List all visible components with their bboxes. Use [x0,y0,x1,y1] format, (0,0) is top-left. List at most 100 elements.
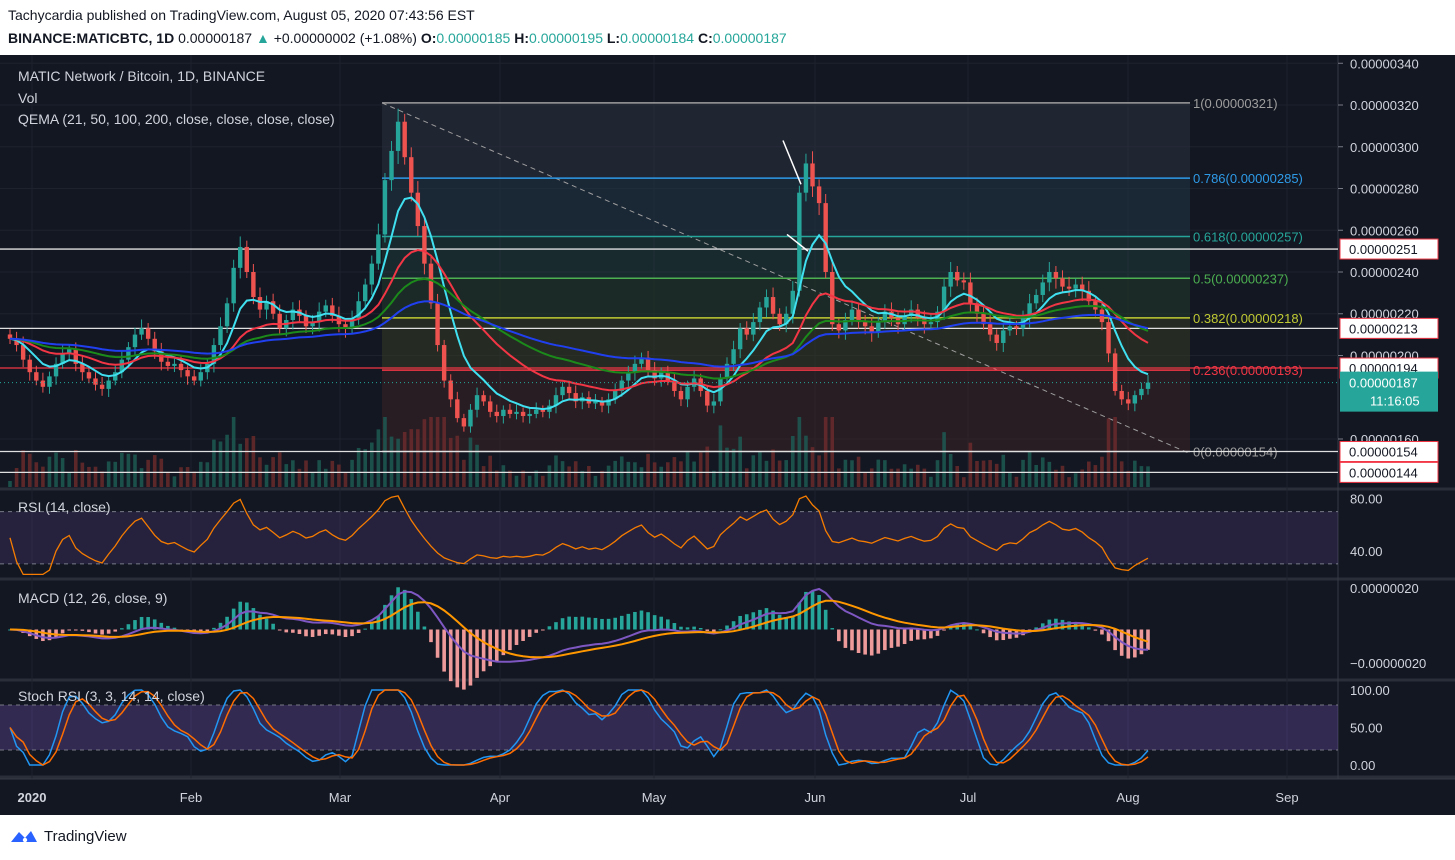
candle-body [303,315,309,327]
volume-bar [896,468,900,487]
candle-body [816,186,822,204]
macd-histogram-bar [902,629,907,645]
macd-histogram-bar [672,623,677,630]
signal-line [9,599,1149,659]
open-value: 0.00000185 [436,30,511,46]
candle-body [777,313,782,325]
candle-body [481,395,486,402]
chart-container[interactable]: 1(0.00000321) 0.786(0.00000285) 0.618(0.00… [0,55,1455,815]
volume-bar [560,461,565,487]
rsi-axis-label: 80.00 [1350,492,1383,507]
macd-histogram-bar [146,617,150,630]
volume-bar [619,456,624,487]
macd-histogram-bar [1146,629,1150,650]
macd-histogram-bar [1086,627,1091,630]
candle-body [1145,382,1151,389]
candle-body [606,399,611,406]
macd-histogram-bar [975,629,979,631]
macd-histogram-bar [47,629,52,641]
volume-bar [264,464,269,487]
macd-histogram-bar [580,616,585,630]
candle-body [132,334,138,348]
ma-line-2 [9,248,1149,392]
volume-bar [804,435,808,487]
macd-histogram-bar [784,617,789,630]
macd-histogram-bar [389,595,394,630]
price-tag-label: 0.00000144 [1349,465,1418,480]
macd-histogram-bar [73,629,78,631]
volume-bar [955,466,960,487]
price-tag-label: 0.00000213 [1349,321,1418,336]
price-axis-label: 0.00000240 [1350,265,1419,280]
volume-bar [1001,454,1006,487]
volume-bar [1093,465,1098,487]
candle-body [441,345,447,381]
volume-bar [251,436,256,487]
macd-histogram-bar [646,612,650,630]
volume-bar [869,468,874,487]
price-tag-box [1339,317,1439,339]
macd-histogram-bar [54,629,58,638]
candle-body [113,372,118,381]
macd-histogram-bar [1060,619,1065,630]
candle-body [1126,399,1131,404]
macd-histogram-bar [679,626,683,630]
volume-bar [850,460,854,487]
candle-body [849,309,855,321]
candle-body [363,284,368,302]
volume-bar [192,471,196,487]
macd-histogram-bar [692,626,696,630]
macd-histogram-bar [843,629,848,648]
candle-body [1086,290,1091,302]
fib-level-label: 1(0.00000321) [1193,96,1278,111]
volume-bar [1034,465,1038,487]
volume-bar [718,425,723,487]
volume-bar [356,447,361,487]
candle-body [461,418,467,427]
macd-histogram-bar [639,610,644,630]
candle-body [211,345,217,364]
pane-title-rsi: RSI (14, close) [18,499,111,515]
candle-body [409,157,414,193]
time-axis-label: Mar [329,790,352,805]
volume-bar [810,447,815,487]
volume-bar [1067,477,1071,487]
candle-body [474,395,480,410]
fib-level-label: 0.786(0.00000285) [1193,171,1303,186]
chart-svg[interactable]: 1(0.00000321) 0.786(0.00000285) 0.618(0.00… [0,55,1455,815]
candle-body [290,309,296,321]
candle-body [540,409,546,412]
volume-bar [330,460,335,487]
candle-body [652,370,657,379]
price-change: +0.00000002 (+1.08%) [273,30,417,46]
volume-bar [337,464,341,487]
price-tag-label: 0.00000251 [1349,242,1418,257]
volume-bar [593,475,598,487]
volume-bar [475,444,479,487]
up-triangle-icon: ▲ [255,30,270,46]
price-axis-label: 0.00000260 [1350,223,1419,238]
volume-bar [317,460,321,487]
fib-level-label: 0.236(0.00000193) [1193,363,1303,378]
macd-histogram-bar [606,618,611,630]
rsi-line [9,495,1149,576]
macd-histogram-bar [935,629,940,636]
volume-bar [514,475,519,487]
candle-body [1053,272,1059,279]
candle-body [981,313,986,325]
macd-histogram-bar [310,629,315,637]
macd-histogram-bar [251,608,256,630]
volume-bar [106,461,111,487]
candle-body [251,272,256,298]
candle-body [751,322,756,335]
volume-bar [633,462,637,487]
candle-body [310,322,315,327]
volume-bar [909,468,913,487]
candle-body [172,363,177,366]
macd-histogram-bar [225,616,229,630]
last-price: 0.00000187 [178,30,253,46]
macd-histogram-bar [402,589,407,630]
macd-histogram-bar [619,615,624,630]
candle-body [566,386,572,394]
time-axis-label: Aug [1116,790,1139,805]
